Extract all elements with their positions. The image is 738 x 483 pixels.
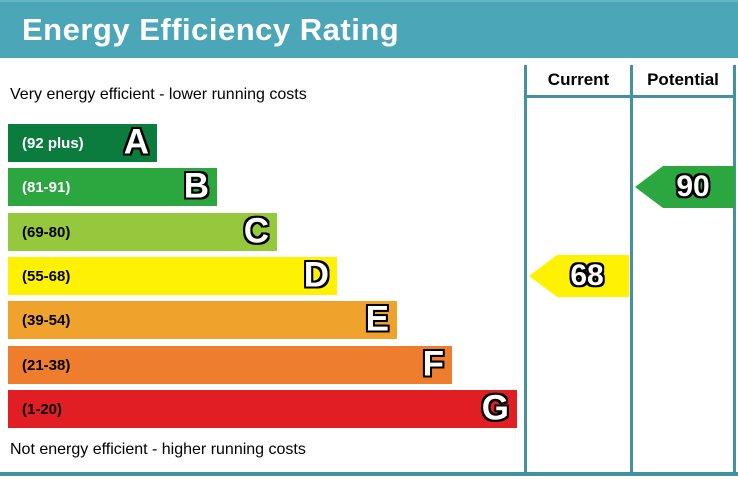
band-letter: A	[123, 122, 149, 162]
band-range-label: (21-38)	[22, 356, 71, 374]
rating-band-row: (21-38) F	[8, 346, 452, 384]
band-letter: F	[422, 344, 444, 384]
potential-rating-value: 90	[676, 170, 710, 203]
band-letter: D	[303, 255, 329, 295]
band-range-label: (55-68)	[22, 267, 71, 285]
band-range-label: (1-20)	[22, 400, 63, 418]
title-bar: Energy Efficiency Rating	[0, 0, 738, 58]
band-range-label: (39-54)	[22, 311, 71, 329]
potential-rating-arrow: 90	[635, 166, 735, 208]
current-column-left-border	[524, 65, 527, 472]
rating-band-row: (69-80) C	[8, 213, 277, 251]
band-letter: B	[183, 166, 209, 206]
current-rating-arrow: 68	[529, 255, 629, 297]
current-column-header: Current	[547, 70, 610, 89]
header-underline	[524, 95, 736, 98]
band-range-label: (69-80)	[22, 223, 71, 241]
band-range-label: (81-91)	[22, 178, 71, 196]
rating-band-row: (81-91) B	[8, 168, 217, 206]
inefficient-note: Not energy efficient - higher running co…	[10, 441, 306, 458]
potential-column-header: Potential	[647, 70, 719, 89]
band-range-label: (92 plus)	[22, 134, 84, 152]
chart-bottom-border	[0, 472, 738, 476]
current-rating-value: 68	[570, 259, 604, 292]
page-title: Energy Efficiency Rating	[22, 12, 400, 47]
band-letter: G	[481, 388, 509, 428]
rating-band-row: (39-54) E	[8, 301, 397, 339]
table-right-border	[733, 65, 736, 472]
band-letter: C	[243, 211, 269, 251]
rating-band-row: (92 plus) A	[8, 124, 157, 162]
band-letter: E	[365, 299, 389, 339]
rating-band-row: (55-68) D	[8, 257, 337, 295]
potential-column-left-border	[630, 65, 633, 472]
efficient-note: Very energy efficient - lower running co…	[10, 86, 307, 103]
rating-band-row: (1-20) G	[8, 390, 517, 428]
